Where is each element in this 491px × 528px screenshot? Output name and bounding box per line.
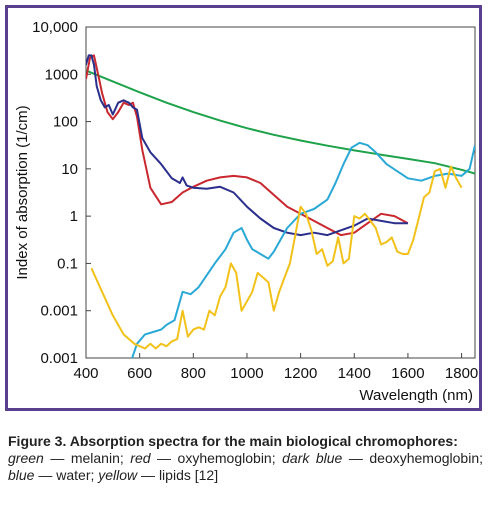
caption-text: — oxyhemoglobin;: [150, 450, 283, 466]
y-tick-label: 0.001: [40, 303, 78, 320]
caption-color-name: green: [8, 450, 44, 466]
series-line-2: [86, 54, 408, 237]
caption-color-name: dark blue: [282, 450, 343, 466]
y-tick-label: 0.1: [57, 255, 78, 272]
figure-caption: Figure 3. Absorption spectra for the mai…: [8, 433, 483, 484]
caption-color-name: red: [130, 450, 151, 466]
series-line-0: [86, 69, 475, 175]
y-tick-label: 0.001: [40, 350, 78, 367]
x-tick-label: 800: [181, 365, 206, 382]
caption-text: — water;: [34, 467, 99, 483]
x-tick-label: 1200: [284, 365, 317, 382]
caption-text: — deoxyhemoglobin;: [342, 450, 484, 466]
chart-frame: [5, 5, 482, 411]
caption-color-name: blue: [8, 467, 35, 483]
x-tick-label: 1600: [391, 365, 424, 382]
x-tick-label: 1800: [445, 365, 478, 382]
caption-color-name: yellow: [98, 467, 138, 483]
caption-title: Figure 3. Absorption spectra for the mai…: [8, 433, 458, 449]
y-tick-label: 100: [53, 114, 78, 131]
chart-svg: 0.001 0.001 0.1 1 10 100 1000 10,000 400 600 800 10…: [14, 19, 478, 404]
series-line-3: [131, 141, 475, 358]
y-tick-label: 10,000: [32, 19, 78, 36]
y-tick-label: 1: [70, 208, 78, 225]
caption-text: — melanin;: [43, 450, 131, 466]
plot-area: [85, 26, 476, 359]
x-axis-title: Wavelength (nm): [359, 387, 473, 404]
y-tick-label: 1000: [45, 66, 78, 83]
caption-text: — lipids [12]: [137, 467, 219, 483]
x-tick-label: 600: [127, 365, 152, 382]
caption-body: green — melanin; red — oxyhemoglobin; da…: [8, 450, 483, 484]
x-tick-label: 1000: [230, 365, 263, 382]
series-line-4: [90, 165, 463, 350]
y-tick-label: 10: [61, 161, 78, 178]
y-axis-title: Index of absorption (1/cm): [14, 105, 31, 279]
series-line-1: [86, 54, 409, 237]
x-tick-label: 400: [73, 365, 98, 382]
x-tick-label: 1400: [338, 365, 371, 382]
